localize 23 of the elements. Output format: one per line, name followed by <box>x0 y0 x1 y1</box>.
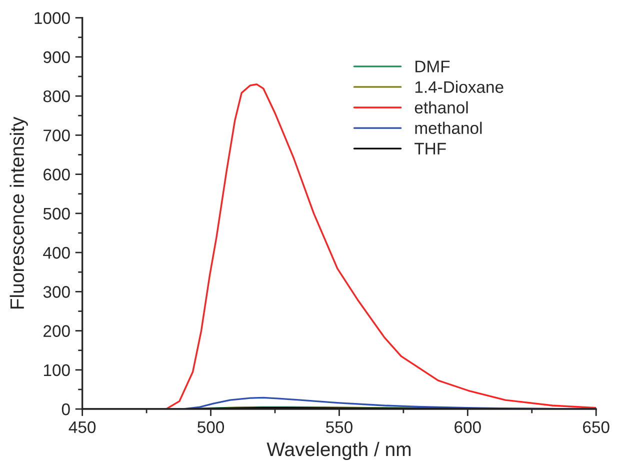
y-tick-label: 300 <box>43 286 70 298</box>
legend-label: ethanol <box>414 101 468 114</box>
y-tick-label: 400 <box>43 246 70 259</box>
y-tick-label: 700 <box>44 130 70 142</box>
x-tick-label: 650 <box>583 421 610 434</box>
legend-label: THF <box>414 142 446 154</box>
x-tick-label: 550 <box>326 421 352 434</box>
legend-label: 1.4-Dioxane <box>415 80 504 93</box>
x-axis-title: Wavelength / nm <box>266 442 411 460</box>
legend-label: methanol <box>415 122 482 134</box>
y-tick-label: 800 <box>43 90 70 102</box>
y-tick-label: 1000 <box>34 12 70 24</box>
x-tick-label: 450 <box>68 421 96 434</box>
y-tick-label: 900 <box>44 51 70 64</box>
y-tick-label: 0 <box>62 403 70 416</box>
x-tick-label: 500 <box>198 421 224 434</box>
y-tick-label: 200 <box>44 325 70 337</box>
x-tick-label: 600 <box>454 421 481 434</box>
y-tick-label: 500 <box>43 208 70 220</box>
legend-label: DMF <box>416 60 450 72</box>
y-axis-title: Fluorescence intensity <box>10 116 28 309</box>
y-tick-label: 100 <box>44 364 70 376</box>
y-tick-label: 600 <box>44 168 70 180</box>
